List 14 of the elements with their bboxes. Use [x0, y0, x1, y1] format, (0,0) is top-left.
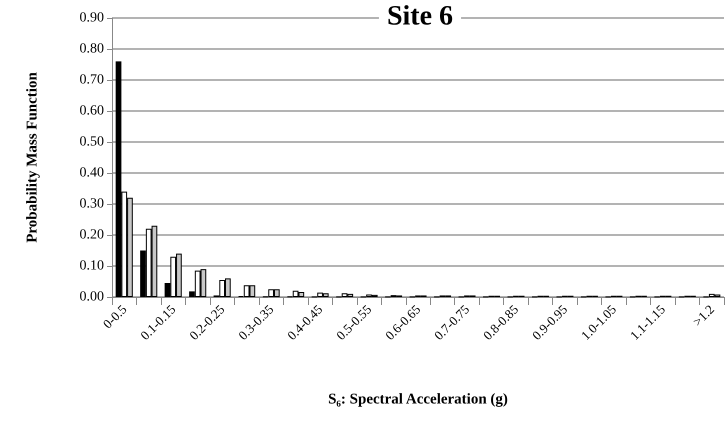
y-tick-label: 0.80 — [80, 42, 104, 56]
y-tick-label: 0.10 — [80, 258, 104, 274]
x-axis-title: S₆: Spectral Acceleration (g) — [328, 392, 508, 408]
y-axis-title: Probability Mass Function — [24, 72, 40, 243]
chart-title: Site 6 — [386, 0, 454, 32]
y-tick-label: 0.50 — [80, 134, 104, 150]
y-tick-label: 0.60 — [80, 104, 104, 118]
y-tick-label: 0.40 — [80, 166, 104, 180]
y-tick-label: 0.20 — [80, 228, 104, 242]
y-tick-label: 0.70 — [80, 72, 104, 88]
y-tick-label: 0.30 — [80, 196, 104, 212]
y-tick-label: 0.90 — [80, 10, 104, 26]
x-tick-label: >1.2 — [690, 302, 718, 329]
y-tick-label: 0.00 — [80, 290, 104, 304]
